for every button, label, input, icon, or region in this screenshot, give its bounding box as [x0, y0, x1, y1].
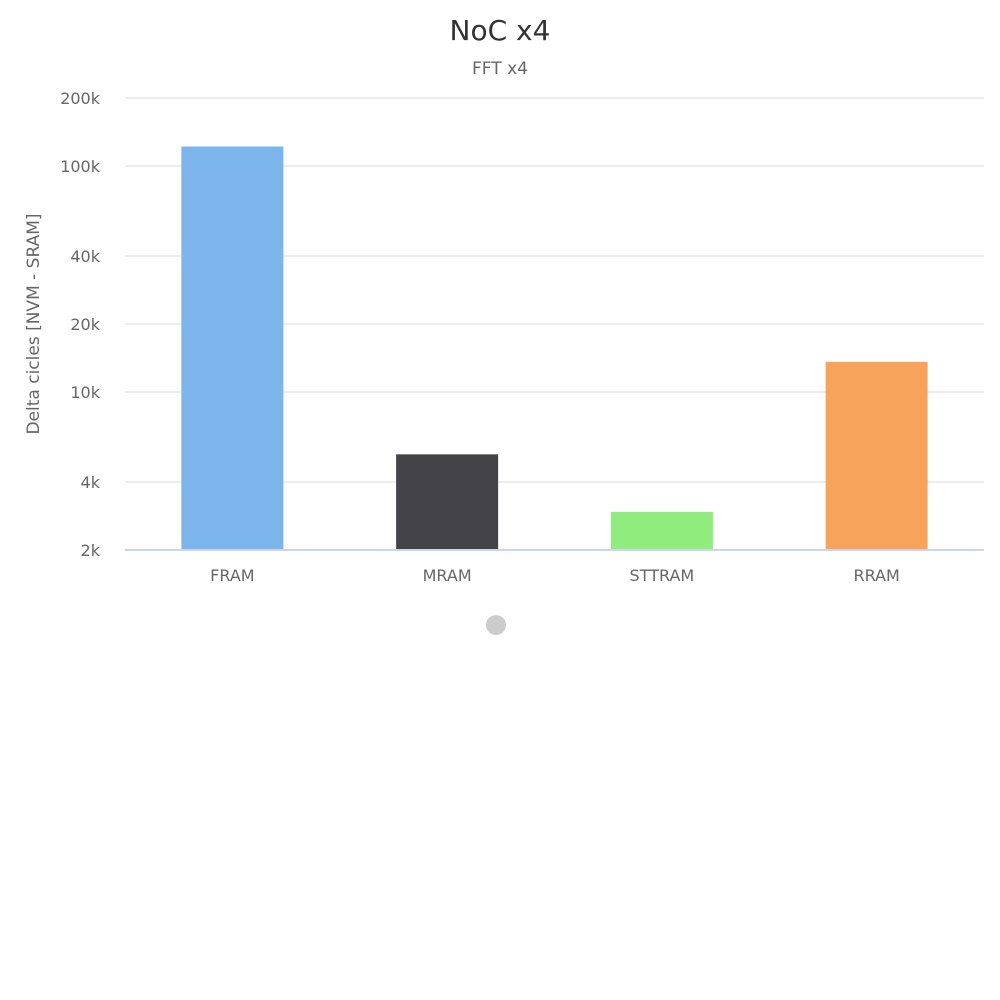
- chart-title: NoC x4: [450, 14, 551, 47]
- y-axis-ticks: 2k 4k 10k 20k 40k 100k 200k: [60, 89, 101, 560]
- y-tick-label: 100k: [60, 157, 101, 176]
- x-tick-label: STTRAM: [630, 566, 695, 585]
- y-tick-label: 20k: [70, 315, 100, 334]
- x-axis-ticks: FRAM MRAM STTRAM RRAM: [210, 566, 900, 585]
- x-tick-label: FRAM: [210, 566, 254, 585]
- bar-series: [181, 146, 928, 551]
- y-tick-label: 2k: [81, 541, 101, 560]
- bar-mram[interactable]: [396, 454, 499, 550]
- y-axis-title: Delta cicles [NVM - SRAM]: [24, 213, 44, 434]
- bar-sttram[interactable]: [610, 511, 713, 550]
- y-tick-label: 4k: [81, 473, 101, 492]
- bar-rram[interactable]: [825, 361, 928, 550]
- y-tick-label: 10k: [70, 383, 100, 402]
- x-tick-label: MRAM: [423, 566, 472, 585]
- y-tick-label: 200k: [60, 89, 101, 108]
- chart-subtitle: FFT x4: [472, 59, 528, 79]
- pager-dot[interactable]: [486, 615, 506, 635]
- x-tick-label: RRAM: [853, 566, 899, 585]
- bar-fram[interactable]: [181, 146, 284, 551]
- y-tick-label: 40k: [70, 247, 100, 266]
